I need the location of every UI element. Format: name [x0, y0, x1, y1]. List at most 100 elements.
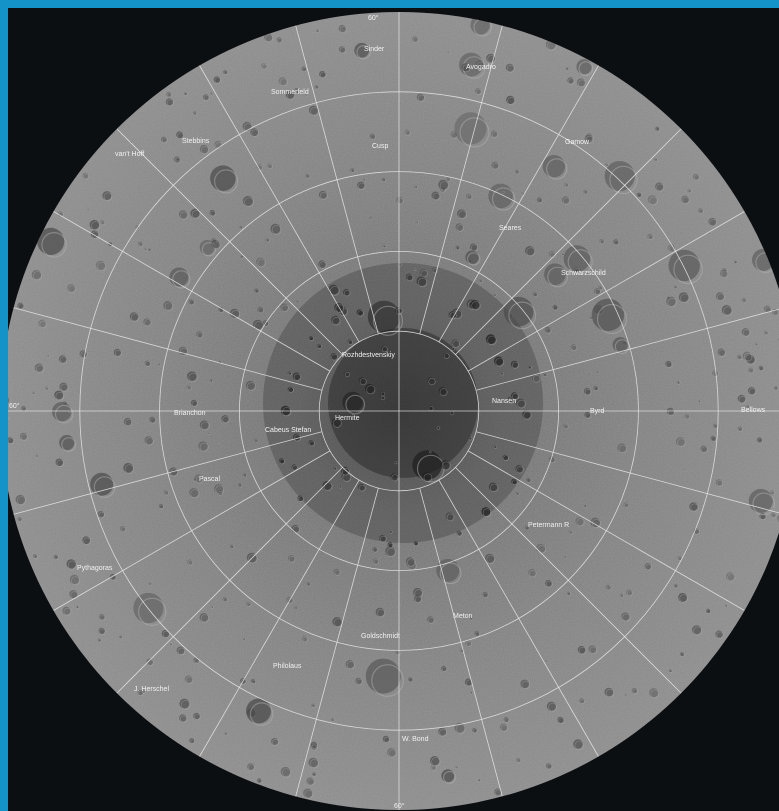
crater	[238, 483, 242, 487]
crater	[113, 348, 121, 356]
crater	[287, 386, 294, 393]
feature-label: Hermite	[335, 415, 360, 422]
crater	[203, 94, 209, 101]
lunar-north-pole-map[interactable]: 60° 60° 60° Sinder Avogadro Sommerfeld S…	[8, 8, 779, 811]
crater-rim	[296, 300, 300, 304]
crater	[199, 612, 209, 622]
longitude-line	[438, 479, 599, 757]
crater	[678, 292, 689, 302]
crater	[482, 592, 488, 598]
crater-rim	[388, 542, 394, 549]
crater	[678, 592, 688, 602]
crater	[676, 381, 680, 384]
crater	[186, 385, 192, 390]
crater	[654, 158, 658, 162]
crater	[737, 354, 742, 360]
crater-rim	[210, 210, 216, 217]
crater	[135, 225, 140, 229]
crater	[209, 379, 213, 382]
crater	[454, 112, 487, 145]
longitude-line	[419, 487, 503, 797]
crater-rim	[99, 614, 106, 621]
crater	[380, 391, 385, 396]
crater	[31, 270, 42, 280]
crater	[665, 360, 672, 368]
crater-rim	[491, 187, 516, 211]
crater	[221, 415, 229, 423]
crater-rim	[380, 395, 385, 401]
crater	[598, 285, 603, 290]
crater	[32, 391, 35, 395]
crater-rim	[545, 327, 552, 334]
crater	[557, 716, 564, 724]
feature-label: Pascal	[199, 476, 220, 483]
crater	[583, 504, 587, 508]
crater	[706, 608, 711, 614]
crater-rim	[359, 378, 367, 386]
crater	[218, 307, 224, 312]
crater-rim	[246, 602, 252, 607]
crater	[187, 371, 197, 382]
crater	[35, 454, 39, 458]
crater	[369, 133, 376, 139]
crater	[515, 492, 519, 495]
crater	[647, 233, 653, 240]
crater-rim	[624, 502, 630, 508]
crater	[566, 591, 571, 596]
crater	[427, 616, 434, 623]
crater-rim	[770, 490, 775, 496]
crater-field	[8, 15, 779, 799]
crater-rim	[622, 613, 631, 622]
longitude-line	[475, 431, 779, 515]
crater-rim	[565, 67, 570, 71]
crater-rim	[465, 641, 472, 647]
crater	[692, 625, 702, 635]
crater	[38, 319, 46, 328]
crater-rim	[334, 569, 341, 576]
crater-rim	[323, 482, 333, 492]
crater	[123, 463, 134, 473]
crater	[443, 352, 449, 359]
crater-rim	[428, 450, 432, 454]
crater	[511, 478, 517, 485]
crater-rim	[307, 582, 311, 587]
crater-rim	[655, 127, 660, 132]
crater	[394, 461, 397, 464]
crater-rim	[180, 211, 189, 220]
crater	[17, 302, 24, 309]
crater-rim	[693, 626, 703, 636]
crater-rim	[177, 132, 184, 140]
crater	[129, 141, 132, 144]
crater-rim	[83, 173, 89, 180]
crater	[333, 568, 340, 576]
crater	[280, 405, 291, 416]
crater	[66, 559, 76, 569]
crater-rim	[626, 590, 633, 597]
crater	[243, 473, 247, 477]
crater-rim	[287, 371, 292, 376]
crater-rim	[446, 177, 451, 182]
crater	[465, 193, 472, 200]
crater-rim	[279, 458, 285, 465]
crater	[252, 319, 263, 330]
crater	[256, 257, 265, 267]
crater-rim	[305, 174, 311, 179]
crater-rim	[177, 647, 186, 656]
crater-rim	[68, 285, 77, 293]
crater-rim	[716, 480, 724, 487]
crater	[163, 300, 173, 310]
crater	[280, 766, 291, 777]
crater	[190, 399, 198, 406]
crater	[491, 130, 498, 137]
crater-rim	[568, 78, 575, 85]
crater	[199, 420, 209, 430]
crater-rim	[157, 363, 162, 367]
crater-rim	[54, 555, 59, 560]
crater	[470, 243, 478, 251]
crater	[239, 225, 243, 229]
crater	[493, 293, 496, 297]
crater	[770, 490, 775, 495]
crater	[666, 296, 670, 300]
crater-rim	[679, 594, 689, 603]
crater-rim	[507, 96, 516, 106]
